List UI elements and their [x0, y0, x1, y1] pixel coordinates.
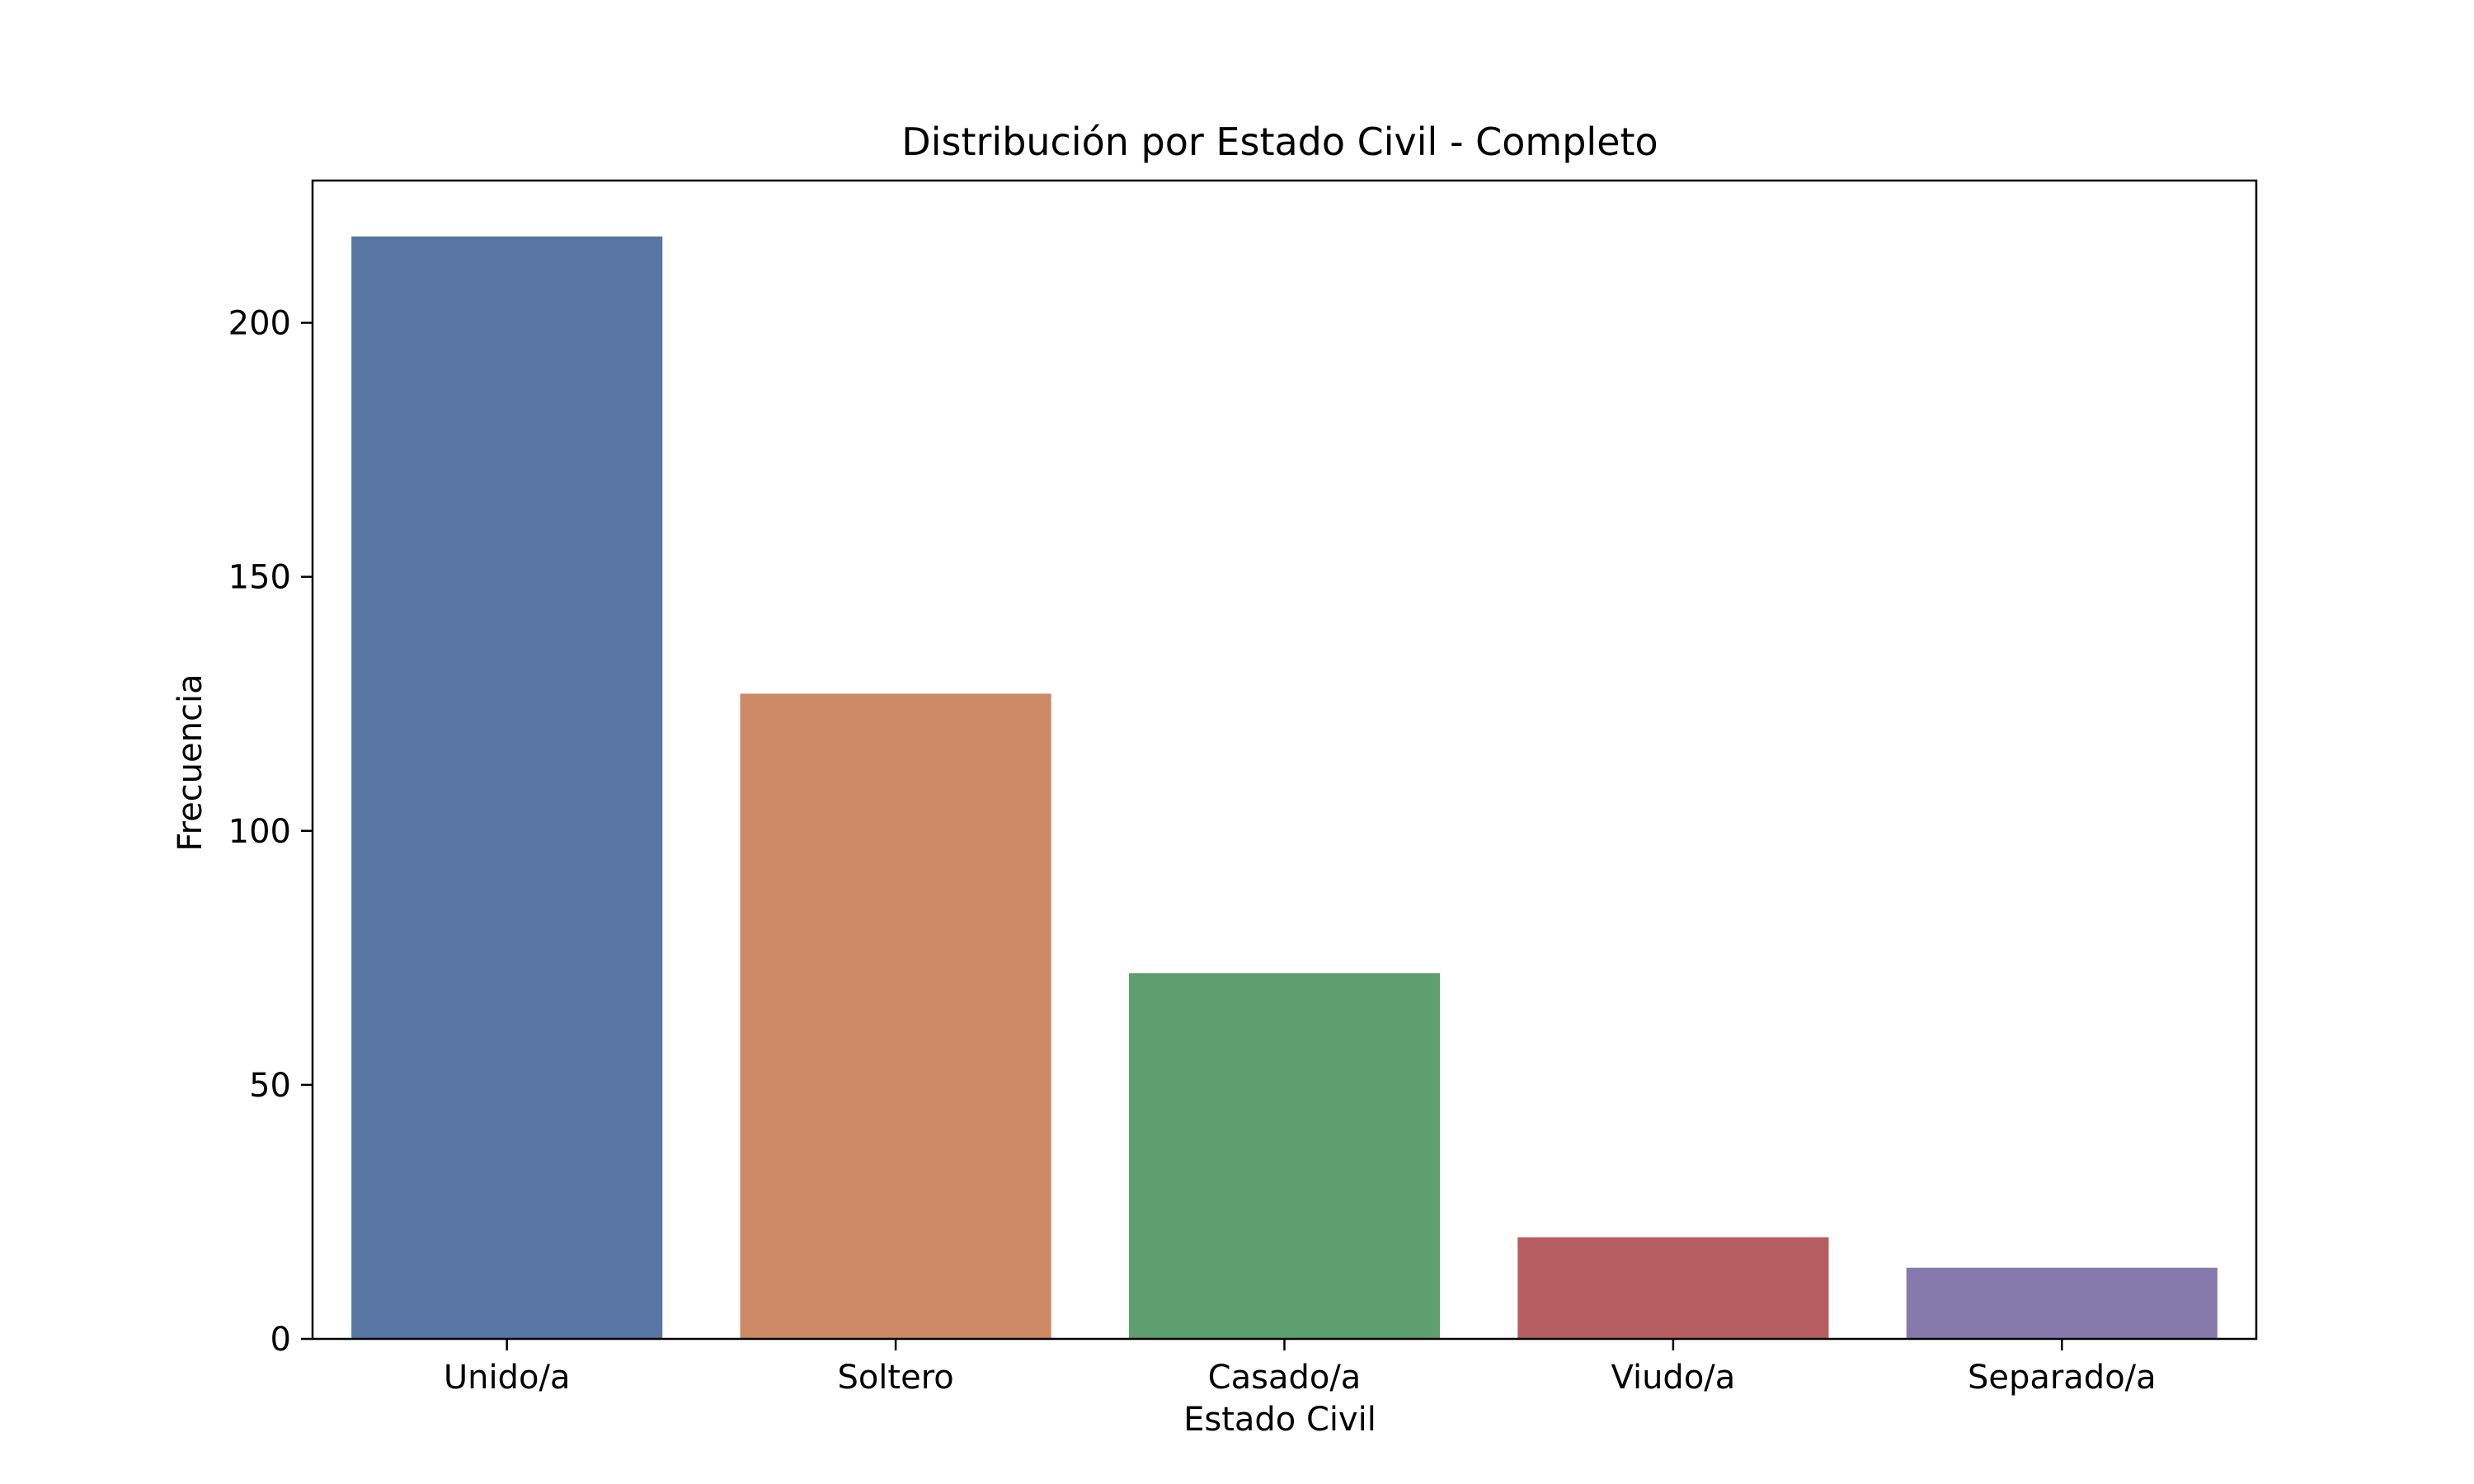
bar-unido-a	[351, 236, 663, 1339]
x-tick-label: Unido/a	[444, 1359, 571, 1397]
x-tick-label: Casado/a	[1208, 1359, 1362, 1397]
y-axis-label: Frecuencia	[172, 674, 209, 851]
x-axis-label: Estado Civil	[1183, 1401, 1376, 1439]
bar-casado-a	[1128, 973, 1441, 1339]
y-tick-label: 100	[228, 813, 291, 851]
y-tick-label: 50	[249, 1067, 291, 1105]
plot-area: Unido/a Soltero Casado/a Viudo/a Separado/a 0…	[228, 179, 2258, 1397]
x-tick-label: Separado/a	[1968, 1359, 2157, 1397]
y-tick-label: 0	[270, 1321, 291, 1359]
y-tick-label: 150	[228, 559, 291, 597]
x-tick-label: Soltero	[837, 1359, 953, 1397]
x-tick-label: Viudo/a	[1611, 1359, 1735, 1397]
y-tick-label: 200	[228, 305, 291, 343]
bar-viudo-a	[1517, 1237, 1829, 1339]
bar-soltero	[740, 693, 1051, 1339]
bar-separado-a	[1906, 1267, 2218, 1339]
chart-title: Distribución por Estado Civil - Completo	[901, 120, 1658, 164]
